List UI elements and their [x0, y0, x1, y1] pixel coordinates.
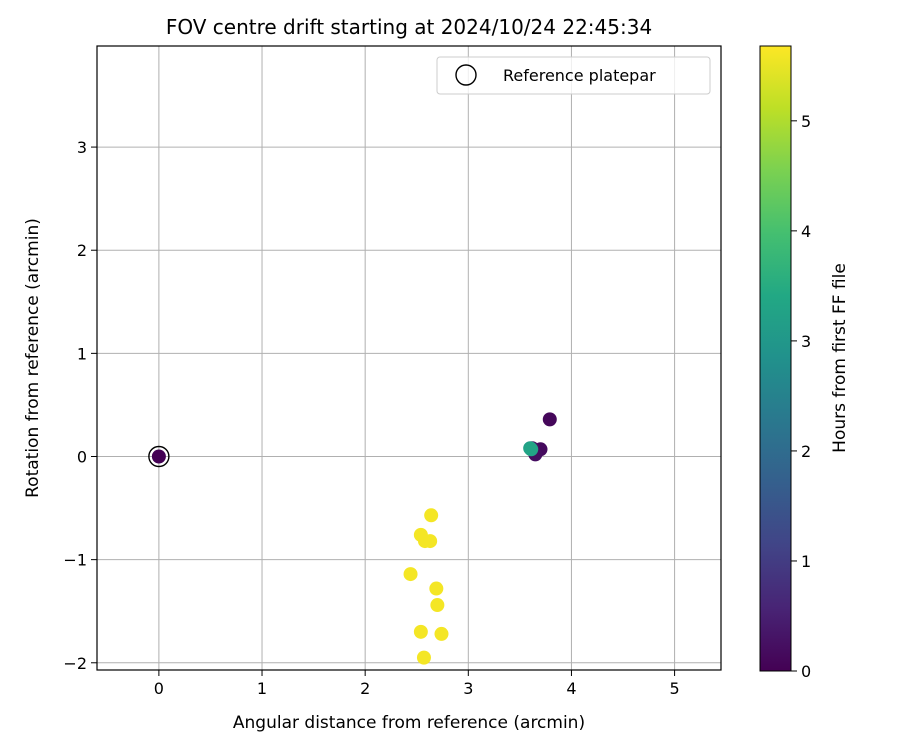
x-tick-label: 0: [154, 679, 164, 698]
data-point: [403, 567, 418, 582]
colorbar-tick-label: 4: [801, 222, 811, 241]
data-point: [542, 412, 557, 427]
y-tick-label: 1: [77, 344, 87, 363]
colorbar-gradient: [759, 45, 792, 672]
grid: [97, 46, 721, 670]
data-point: [424, 508, 439, 523]
y-axis-label: Rotation from reference (arcmin): [23, 218, 43, 498]
colorbar-label: Hours from first FF file: [830, 263, 850, 453]
colorbar-tick-label: 1: [801, 552, 811, 571]
colorbar-tick-label: 3: [801, 332, 811, 351]
data-point: [430, 598, 445, 613]
colorbar-tick-label: 2: [801, 442, 811, 461]
x-axis-label: Angular distance from reference (arcmin): [233, 713, 585, 733]
data-point: [429, 581, 444, 596]
x-tick-label: 3: [463, 679, 473, 698]
x-tick-label: 1: [257, 679, 267, 698]
data-point: [434, 626, 449, 641]
y-tick-label: 0: [77, 447, 87, 466]
x-tick-label: 5: [669, 679, 679, 698]
x-tick-label: 2: [360, 679, 370, 698]
colorbar-ticks: 0 1 2 3 4 5: [791, 112, 811, 681]
y-tick-label: −2: [63, 654, 87, 673]
y-tick-label: −1: [63, 551, 87, 570]
y-tick-label: 2: [77, 241, 87, 260]
data-point: [151, 449, 166, 464]
colorbar-tick-label: 5: [801, 112, 811, 131]
colorbar-tick-label: 0: [801, 662, 811, 681]
data-points: [151, 412, 557, 665]
plot-area: [96, 45, 722, 671]
legend-reference-label: Reference platepar: [503, 66, 656, 85]
y-tick-label: 3: [77, 138, 87, 157]
reference-marker-group: [148, 445, 170, 468]
x-axis-ticks: 0 1 2 3 4 5: [154, 670, 680, 698]
chart-title: FOV centre drift starting at 2024/10/24 …: [166, 15, 652, 39]
legend-box: [436, 56, 711, 95]
data-point: [413, 624, 428, 639]
plot-frame: [96, 45, 722, 671]
plot-background: [97, 46, 721, 670]
x-tick-label: 4: [566, 679, 576, 698]
y-axis-ticks: −2 −1 0 1 2 3: [63, 138, 97, 673]
legend: Reference platepar: [436, 56, 711, 95]
data-point: [524, 442, 539, 457]
legend-reference-marker: [455, 64, 477, 86]
colorbar: 0 1 2 3 4 5 Hours from first FF file: [759, 45, 850, 681]
reference-marker: [148, 445, 170, 468]
data-point: [416, 650, 431, 665]
data-point: [423, 534, 438, 549]
